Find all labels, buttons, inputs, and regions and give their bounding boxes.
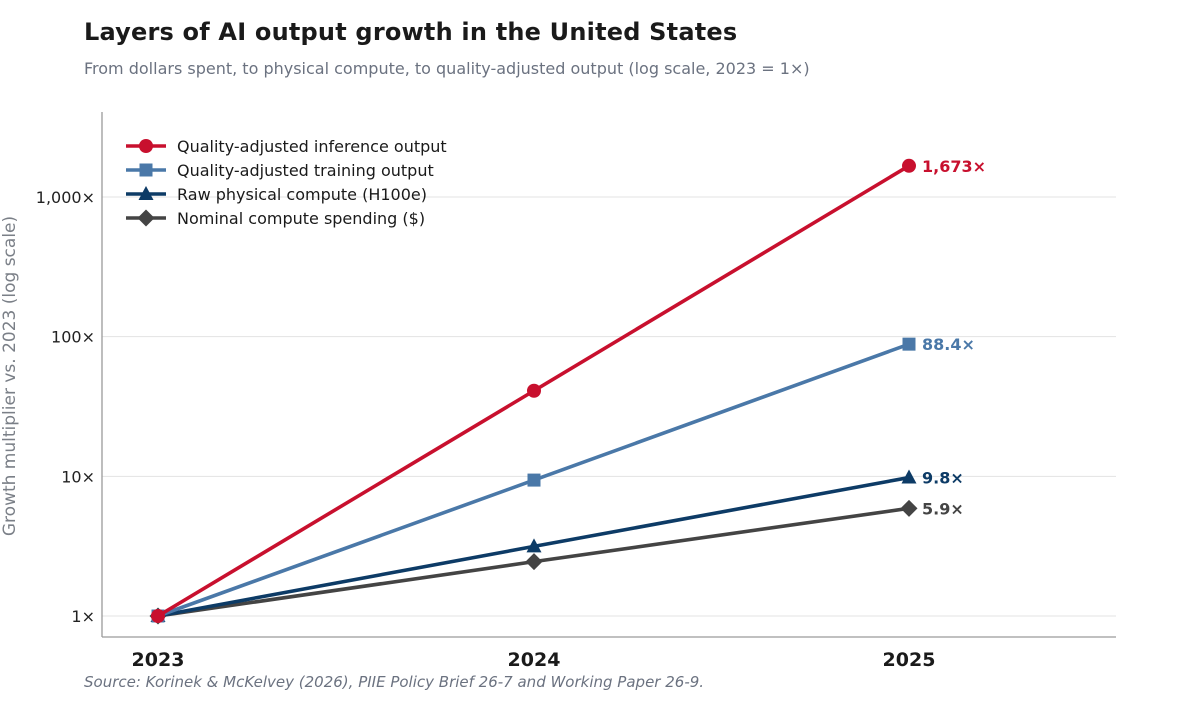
y-tick-label: 1× <box>71 607 95 626</box>
data-point <box>527 473 541 487</box>
legend: Quality-adjusted inference output Quality… <box>126 137 447 228</box>
data-point <box>527 383 541 398</box>
source-note: Source: Korinek & McKelvey (2026), PIIE … <box>84 673 705 691</box>
legend-label: Quality-adjusted inference output <box>177 137 447 156</box>
chart-subtitle: From dollars spent, to physical compute,… <box>84 59 810 78</box>
y-tick-label: 10× <box>61 467 95 486</box>
y-axis-label: Growth multiplier vs. 2023 (log scale) <box>0 216 20 536</box>
data-point <box>900 499 918 517</box>
legend-marker <box>137 209 155 227</box>
legend-label: Quality-adjusted training output <box>177 161 434 180</box>
legend-marker <box>139 139 153 153</box>
y-tick-label: 1,000× <box>36 188 95 207</box>
x-tick-labels: 2023 2024 2025 <box>132 649 936 671</box>
end-value-label: 5.9× <box>922 499 964 518</box>
axes <box>101 112 1116 638</box>
data-point <box>526 538 542 553</box>
x-tick-label: 2025 <box>883 649 936 671</box>
data-point <box>902 158 916 173</box>
series-lines: 5.9× 9.8× 88.4× 1,673× <box>149 157 986 625</box>
end-value-label: 1,673× <box>922 157 986 176</box>
x-tick-label: 2023 <box>132 649 185 671</box>
data-point <box>902 337 916 351</box>
x-tick-label: 2024 <box>508 649 561 671</box>
chart-title: Layers of AI output growth in the United… <box>84 18 738 46</box>
legend-marker <box>138 186 154 200</box>
end-value-label: 9.8× <box>922 469 964 488</box>
y-tick-labels: 1× 10× 100× 1,000× <box>36 188 95 626</box>
data-point <box>525 553 543 571</box>
data-point <box>151 609 165 623</box>
legend-label: Nominal compute spending ($) <box>177 209 425 228</box>
y-tick-label: 100× <box>51 328 95 347</box>
end-value-label: 88.4× <box>922 335 975 354</box>
legend-marker <box>139 163 153 177</box>
data-point <box>901 469 917 484</box>
grid-lines <box>102 196 1116 617</box>
legend-label: Raw physical compute (H100e) <box>177 185 427 204</box>
